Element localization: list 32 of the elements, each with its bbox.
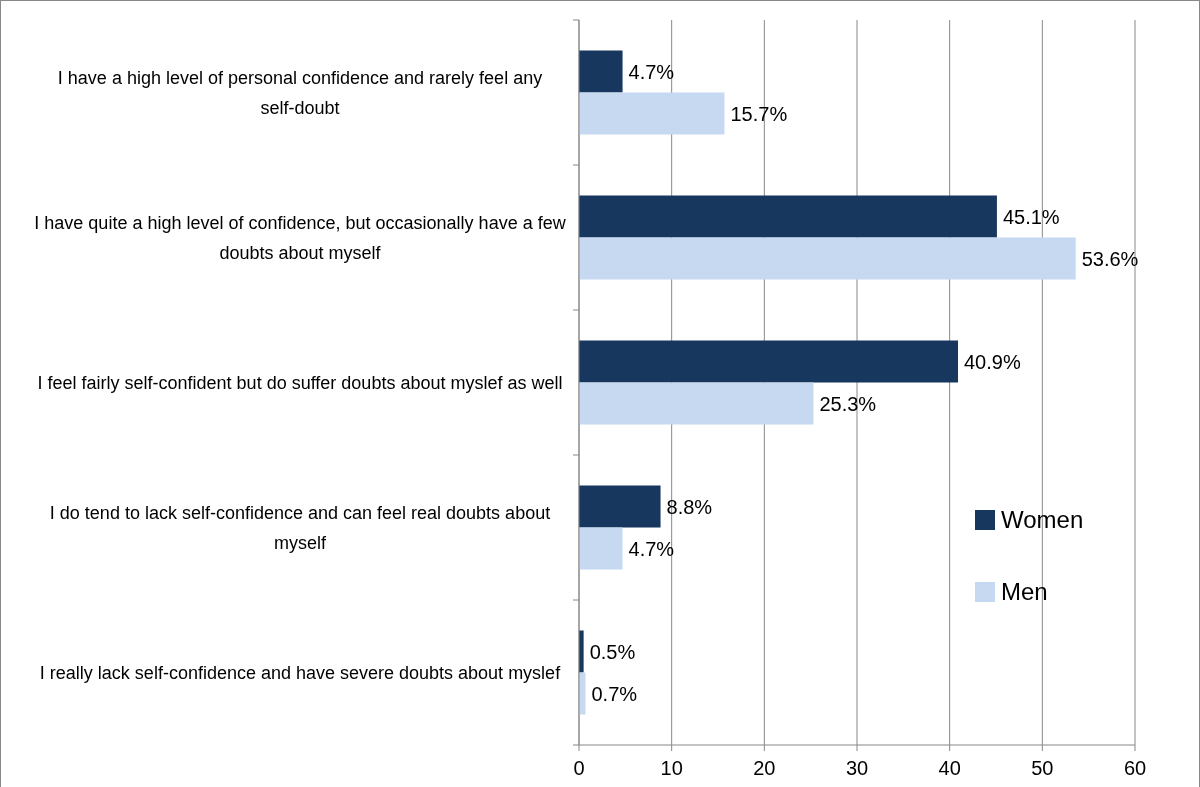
bar <box>579 50 623 93</box>
x-tick-label: 30 <box>845 757 869 779</box>
data-label: 25.3% <box>819 392 877 415</box>
y-tick-label: I do tend to lack self-confidence and can feel real doubts about myself <box>49 502 551 553</box>
data-label: 0.5% <box>589 640 636 663</box>
data-label: 4.7% <box>628 60 675 83</box>
data-label: 45.1% <box>1002 205 1060 228</box>
data-label: 0.7% <box>591 682 638 705</box>
bar <box>579 485 661 528</box>
bar <box>579 340 959 383</box>
bar <box>579 237 1076 280</box>
x-tick-label: 20 <box>753 757 776 779</box>
bar <box>579 92 725 135</box>
x-tick-label: 50 <box>1031 757 1054 779</box>
data-label: 40.9% <box>964 350 1021 373</box>
x-tick-label: 40 <box>938 757 961 779</box>
data-label: 53.6% <box>1081 247 1139 270</box>
legend-label: Men <box>1001 578 1048 606</box>
y-tick-label: I have quite a high level of confidence, but occasionally have a few doubts about myself <box>34 212 567 263</box>
bar <box>579 527 623 570</box>
data-label: 15.7% <box>730 102 788 125</box>
x-tick-label: 0 <box>573 757 585 779</box>
bar <box>579 195 997 238</box>
y-tick-label: I feel fairly self-confident but do suffer doubts about myslef as well <box>37 372 563 393</box>
bar <box>579 382 814 425</box>
y-tick-label: I have a high level of personal confidence and rarely feel any self-doubt <box>57 67 543 118</box>
y-tick-label: I really lack self-confidence and have severe doubts about myslef <box>39 662 562 683</box>
legend-label: Women <box>1001 506 1084 534</box>
x-tick-label: 10 <box>660 757 683 779</box>
data-label: 8.8% <box>666 495 713 518</box>
data-label: 4.7% <box>628 537 675 560</box>
x-tick-label: 60 <box>1123 757 1147 779</box>
